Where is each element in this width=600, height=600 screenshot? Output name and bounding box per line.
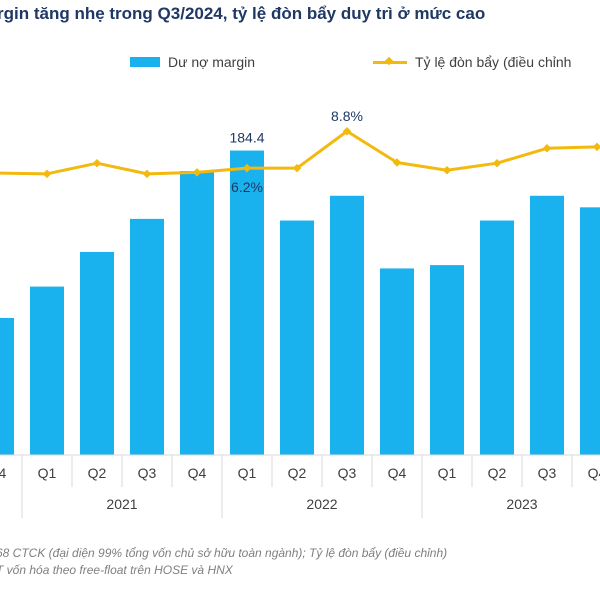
bar-7	[280, 220, 314, 455]
chart-title: rgin tăng nhẹ trong Q3/2024, tỷ lệ đòn b…	[0, 4, 486, 23]
leverage-point-5	[192, 168, 202, 177]
bar-10	[430, 265, 464, 455]
bar-2	[30, 286, 64, 455]
data-label-0: 184.4	[229, 130, 264, 146]
x-tick-label-12: Q3	[538, 465, 557, 481]
leverage-point-9	[392, 158, 402, 167]
bar-9	[380, 268, 414, 455]
x-tick-label-10: Q1	[438, 465, 457, 481]
x-tick-label-1: Q4	[0, 465, 7, 481]
legend-line-swatch	[373, 57, 407, 67]
leverage-point-3	[92, 158, 102, 168]
leverage-point-1	[0, 168, 2, 178]
bar-8	[330, 195, 364, 455]
bar-6	[230, 150, 264, 455]
bar-5	[180, 171, 214, 455]
x-tick-label-8: Q3	[338, 465, 357, 481]
x-tick-label-2: Q1	[38, 465, 57, 481]
data-label-2: 8.8%	[331, 108, 363, 124]
x-tick-label-13: Q4	[588, 465, 600, 481]
bar-1	[0, 317, 14, 455]
line-layer	[0, 126, 600, 179]
bar-13	[580, 207, 600, 455]
x-tick-label-6: Q1	[238, 465, 257, 481]
data-label-layer: 184.4 6.2% 8.8%	[229, 108, 362, 195]
x-axis-layer: Q3Q4Q1Q2Q3Q4Q1Q2Q3Q4Q1Q2Q3Q4202120222023	[0, 455, 600, 518]
leverage-point-4	[142, 169, 152, 179]
data-label-1: 6.2%	[231, 179, 263, 195]
bars-layer	[0, 150, 600, 455]
leverage-point-10	[442, 166, 452, 175]
x-tick-label-5: Q4	[188, 465, 207, 481]
leverage-point-6	[242, 163, 252, 173]
leverage-point-12	[542, 144, 552, 153]
leverage-point-11	[492, 158, 502, 168]
x-tick-label-4: Q3	[138, 465, 157, 481]
leverage-point-2	[42, 169, 52, 179]
year-label-1: 2022	[306, 496, 337, 512]
x-tick-label-9: Q4	[388, 465, 407, 481]
footnote-1: 68 CTCK (đại diện 99% tổng vốn chủ sở hữ…	[0, 546, 448, 560]
x-tick-label-7: Q2	[288, 465, 307, 481]
x-tick-label-3: Q2	[88, 465, 107, 481]
footnote-2: T vốn hóa theo free-float trên HOSE và H…	[0, 563, 233, 577]
legend-label-margin: Dư nợ margin	[168, 54, 256, 70]
legend-label-leverage: Tỷ lệ đòn bẩy (điều chỉnh	[415, 54, 572, 70]
leverage-point-8	[342, 126, 352, 136]
year-label-0: 2021	[106, 496, 137, 512]
year-label-2: 2023	[506, 496, 537, 512]
leverage-point-7	[292, 163, 302, 173]
leverage-line	[0, 129, 598, 176]
x-tick-label-11: Q2	[488, 465, 507, 481]
legend-item-margin: Dư nợ margin	[130, 52, 255, 72]
bar-3	[80, 251, 114, 455]
leverage-point-13	[592, 142, 600, 152]
bar-4	[130, 218, 164, 455]
bar-11	[480, 220, 514, 455]
legend-bar-swatch	[130, 57, 160, 67]
legend-item-leverage: Tỷ lệ đòn bẩy (điều chỉnh	[373, 52, 571, 72]
bar-12	[530, 195, 564, 455]
